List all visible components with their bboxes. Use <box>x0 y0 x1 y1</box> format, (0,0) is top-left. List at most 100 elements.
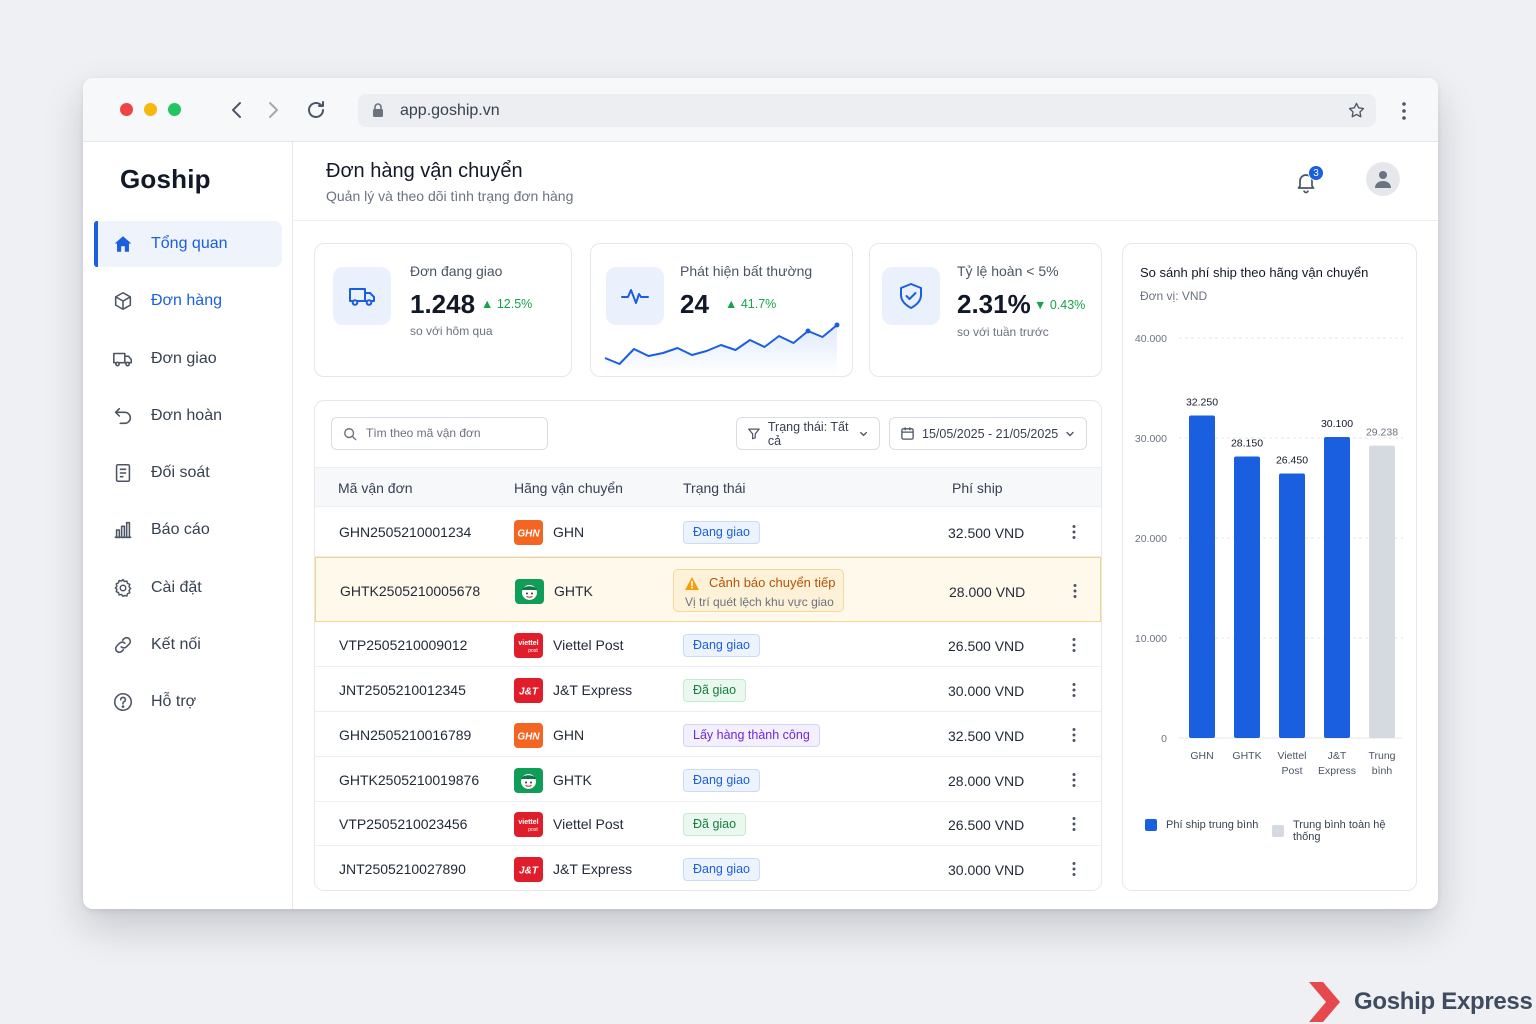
jnt-logo-icon: J&T <box>514 856 543 882</box>
status-badge: Đang giao <box>683 521 760 544</box>
browser-window: app.goship.vn Goship Tổng quan Đơn hàng … <box>83 78 1438 909</box>
bar-value-label: 29.238 <box>1366 427 1398 439</box>
sidebar-item-overview[interactable]: Tổng quan <box>94 221 282 267</box>
back-icon[interactable] <box>225 98 249 122</box>
sidebar-item-deliveries[interactable]: Đơn giao <box>94 336 282 382</box>
logo-text: viettel <box>518 819 538 826</box>
tracking-id[interactable]: JNT2505210012345 <box>339 681 466 698</box>
carrier-name: GHN <box>553 726 585 743</box>
tracking-id[interactable]: GHN2505210016789 <box>339 726 472 743</box>
table-row[interactable]: VTP2505210023456 viettel post Viettel Post Đ… <box>315 802 1101 846</box>
stat-value: 24 <box>680 289 709 319</box>
row-menu-icon[interactable] <box>1071 816 1077 832</box>
sidebar-item-integrations[interactable]: Kết nối <box>94 622 282 668</box>
row-menu-icon[interactable] <box>1071 524 1077 540</box>
shipping-fee: 30.000 VND <box>948 861 1025 878</box>
logo-text: GHN <box>517 731 540 742</box>
sidebar-item-reports[interactable]: Báo cáo <box>94 507 282 553</box>
carrier-name: Viettel Post <box>553 816 624 832</box>
status-badge: Đã giao <box>683 813 747 836</box>
x-tick-label: J&T <box>1328 750 1347 762</box>
reload-icon[interactable] <box>304 98 328 122</box>
legend-item-avg-fee: Phí ship trung bình <box>1145 819 1258 831</box>
row-menu-icon[interactable] <box>1072 583 1078 599</box>
sidebar-item-settings[interactable]: Cài đặt <box>94 565 282 611</box>
chart-title: So sánh phí ship theo hãng vận chuyển <box>1140 265 1369 280</box>
status-badge: Đã giao <box>683 678 747 702</box>
stat-delta: ▲ 41.7% <box>725 297 777 311</box>
bar[interactable] <box>1234 456 1260 739</box>
bar-value-label: 32.250 <box>1186 397 1218 409</box>
avatar[interactable] <box>1366 162 1400 196</box>
gear-icon <box>114 578 132 597</box>
bar-chart: 0 10.000 20.000 30.000 40.000 32.250 GHN 28.150… <box>1135 333 1403 777</box>
logo-subtext: post <box>528 648 538 654</box>
bar[interactable] <box>1189 415 1215 739</box>
address-bar[interactable]: app.goship.vn <box>358 94 1376 127</box>
table-row[interactable]: GHTK2505210005678 GHTK Cảnh báo chuyển ti… <box>315 557 1101 622</box>
calendar-icon <box>901 427 914 440</box>
table-row[interactable]: JNT2505210012345 J&T J&T Express Đã giao 30.… <box>315 667 1101 712</box>
row-menu-icon[interactable] <box>1071 637 1077 653</box>
column-header-carrier[interactable]: Hãng vận chuyển <box>514 480 623 496</box>
column-header-fee[interactable]: Phí ship <box>952 480 1003 496</box>
sidebar-item-returns[interactable]: Đơn hoàn <box>94 393 282 439</box>
date-range-filter[interactable]: 15/05/2025 - 21/05/2025 <box>889 417 1087 450</box>
carrier-name: J&T Express <box>553 860 633 877</box>
forwarding-warning[interactable]: Cảnh báo chuyển tiếp Vị trí quét lệch kh… <box>673 569 844 612</box>
column-header-tracking-id[interactable]: Mã vận đơn <box>338 480 413 496</box>
stat-label: Tỷ lệ hoàn < 5% <box>957 263 1059 279</box>
bar[interactable] <box>1279 473 1305 739</box>
tracking-id[interactable]: GHN2505210001234 <box>339 524 472 540</box>
status-filter[interactable]: Trạng thái: Tất cả <box>736 417 880 450</box>
vtp-logo-icon: viettel post <box>514 632 543 658</box>
stat-label: Phát hiện bất thường <box>680 263 813 279</box>
minimize-window-button[interactable] <box>144 103 157 116</box>
page-header: Đơn hàng vận chuyển Quản lý và theo dõi … <box>294 142 1438 221</box>
row-menu-icon[interactable] <box>1071 727 1077 743</box>
ghn-logo-icon: GHN <box>514 722 543 748</box>
stat-note: so với hôm qua <box>410 324 493 338</box>
sidebar-item-label: Cài đặt <box>151 578 202 596</box>
table-row[interactable]: GHN2505210001234 GHN GHN Đang giao 32.500 VN… <box>315 507 1101 557</box>
logo-text: J&T <box>519 865 539 876</box>
bar[interactable] <box>1324 437 1350 738</box>
orders-table-card: Trạng thái: Tất cả 15/05/2025 - 21/05/20… <box>314 400 1102 891</box>
sparkline-point <box>834 322 840 328</box>
carrier-name: Viettel Post <box>553 636 624 653</box>
close-window-button[interactable] <box>120 103 133 116</box>
tracking-id[interactable]: GHTK2505210019876 <box>339 771 480 788</box>
bookmark-star-icon[interactable] <box>1347 101 1366 120</box>
sidebar-item-label: Báo cáo <box>151 521 210 539</box>
table-row[interactable]: VTP2505210009012 viettel post Viettel Post Đ… <box>315 622 1101 667</box>
brand-logo[interactable]: Goship <box>120 164 211 194</box>
row-menu-icon[interactable] <box>1071 772 1077 788</box>
search-box[interactable] <box>331 417 548 450</box>
table-row[interactable]: GHN2505210016789 GHN GHN Lấy hàng thành côn… <box>315 712 1101 757</box>
bar-value-label: 30.100 <box>1321 418 1353 430</box>
maximize-window-button[interactable] <box>168 103 181 116</box>
sidebar-item-label: Đơn giao <box>151 349 217 367</box>
table-row[interactable]: JNT2505210027890 J&T J&T Express Đang giao 3… <box>315 846 1101 890</box>
sidebar-item-reconciliation[interactable]: Đối soát <box>94 450 282 496</box>
tracking-id[interactable]: VTP2505210023456 <box>339 816 468 832</box>
sidebar-item-label: Đơn hàng <box>151 292 222 310</box>
tracking-id[interactable]: VTP2505210009012 <box>339 636 468 653</box>
column-header-status[interactable]: Trạng thái <box>683 480 746 496</box>
sidebar-item-label: Đối soát <box>151 464 210 482</box>
tracking-id[interactable]: JNT2505210027890 <box>339 860 466 877</box>
search-input[interactable] <box>366 426 536 440</box>
row-menu-icon[interactable] <box>1071 861 1077 877</box>
tracking-id[interactable]: GHTK2505210005678 <box>340 582 481 599</box>
shield-check-icon <box>882 267 940 325</box>
row-menu-icon[interactable] <box>1071 682 1077 698</box>
browser-menu-icon[interactable] <box>1392 99 1416 123</box>
bar[interactable] <box>1369 445 1395 738</box>
sidebar-item-support[interactable]: Hỗ trợ <box>94 679 282 725</box>
table-row[interactable]: GHTK2505210019876 GHTK Đang giao 28.000 VND <box>315 757 1101 802</box>
status-badge: Lấy hàng thành công <box>683 723 820 747</box>
sidebar-item-orders[interactable]: Đơn hàng <box>94 278 282 324</box>
filter-icon <box>748 428 760 440</box>
x-tick-label: GHTK <box>1232 750 1261 762</box>
forward-icon[interactable] <box>261 98 285 122</box>
